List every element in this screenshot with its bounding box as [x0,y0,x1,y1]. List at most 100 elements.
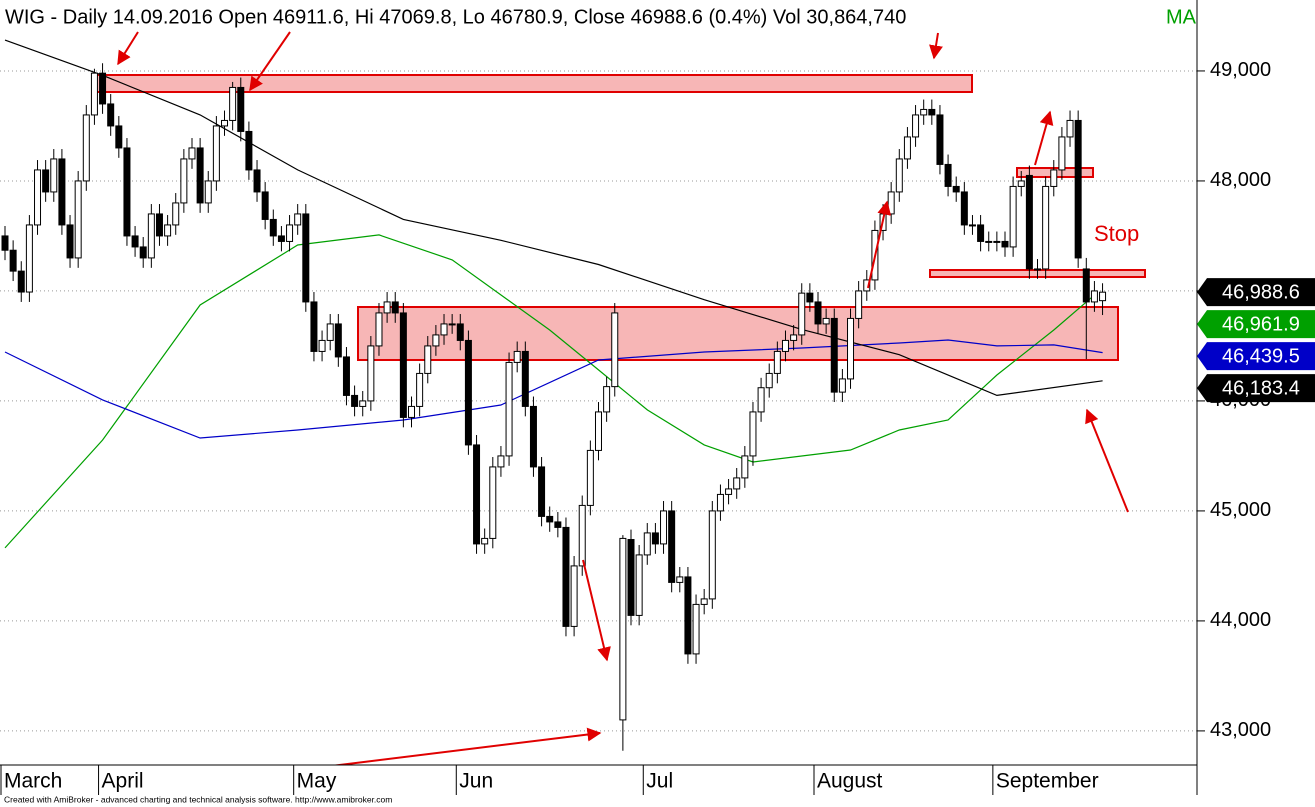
y-tick-label: 48,000 [1210,169,1271,191]
arrow [929,32,943,60]
candle-body [277,235,285,242]
candle-body [261,191,269,220]
candle-body [481,537,489,545]
candle-body [107,103,115,127]
candle-body [440,323,448,336]
candle-body [798,292,806,336]
candle-body [643,532,651,556]
footer: Created with AmiBroker - advanced charti… [4,794,392,804]
candle-body [342,356,350,396]
candle-body [912,114,920,138]
moving-average [4,39,1103,397]
y-tick-label: 45,000 [1210,499,1271,521]
candle-body [334,323,342,358]
moving-average [4,234,1095,549]
value-tag [1197,310,1315,339]
candle-body [863,279,871,292]
candle-body [1001,240,1009,248]
candle-body [42,169,50,193]
zones [94,74,1146,361]
candle-body [570,565,578,627]
candle-body [253,169,261,193]
candle-body [895,158,903,193]
candle-body [237,86,245,132]
candle-body [968,224,976,227]
candle-body [74,180,82,259]
candle-body [708,510,716,600]
candle-body [188,147,196,160]
arrow [314,727,602,769]
title-extra: MA [1166,6,1197,28]
candle-body [359,400,367,407]
candle-body [985,240,993,243]
candle-body [473,444,481,545]
candle-body [139,246,147,259]
value-tag-label: 46,961.9 [1222,313,1300,335]
candle-body [204,180,212,204]
candle-body [757,387,765,413]
candle-body [960,191,968,226]
candle-body [155,213,163,237]
candle-body [814,301,822,325]
candle-body [1082,268,1090,303]
candle-body [172,202,180,226]
axes: 43,00044,00045,00046,00047,00048,00049,0… [0,59,1315,795]
candle-body [1099,291,1107,302]
arrow [1034,110,1054,166]
candle-body [1090,290,1098,303]
candle-body [928,108,936,116]
candle-body [546,515,554,523]
candle-body [676,576,684,583]
candle-body [830,317,838,393]
chart-title: WIG - Daily 14.09.2016 Open 46911.6, Hi … [5,6,906,28]
candle-body [269,218,277,237]
candle-body [1058,136,1066,171]
candle-body [58,158,66,226]
x-tick-label: April [102,770,144,793]
x-tick-label: May [297,770,337,793]
candle-body [391,301,399,314]
y-tick-label: 43,000 [1210,719,1271,741]
candle-body [1017,180,1025,187]
candle-body [1025,174,1033,270]
candle-body [351,394,359,407]
candle-body [586,449,594,506]
candle-body [456,323,464,341]
candle-body [310,301,318,352]
y-tick-label: 44,000 [1210,609,1271,631]
x-tick-label: Jun [459,770,493,793]
moving-averages [4,39,1103,549]
candle-body [1,235,9,251]
candle-body [651,532,659,545]
candle-body [903,136,911,160]
candle-body [977,224,985,242]
candle-body [765,372,773,389]
candle-body [9,249,17,272]
candle-body [733,477,741,490]
candle-body [464,339,472,446]
candle-body [408,405,415,418]
candle-body [684,576,692,655]
candle-body [920,108,928,116]
candle-body [497,455,505,468]
candle-body [229,86,237,121]
support-zone [357,306,1119,361]
annotation: Stop [1094,221,1139,246]
candle-body [635,554,643,616]
candle-body [180,158,188,204]
candle-body [838,378,846,393]
candle-body [164,224,172,237]
candle-body [790,334,798,341]
candle-body [17,270,25,293]
candle-body [562,526,570,627]
candle-body [25,224,33,293]
candle-body [660,510,668,545]
arrow [582,559,611,662]
axis-panel [1197,0,1315,807]
candle-body [399,312,407,418]
x-axis-panel [0,765,1315,807]
candle-body [221,119,229,127]
candle-body [611,312,619,388]
candle-body [529,405,537,468]
candle-body [448,323,456,326]
